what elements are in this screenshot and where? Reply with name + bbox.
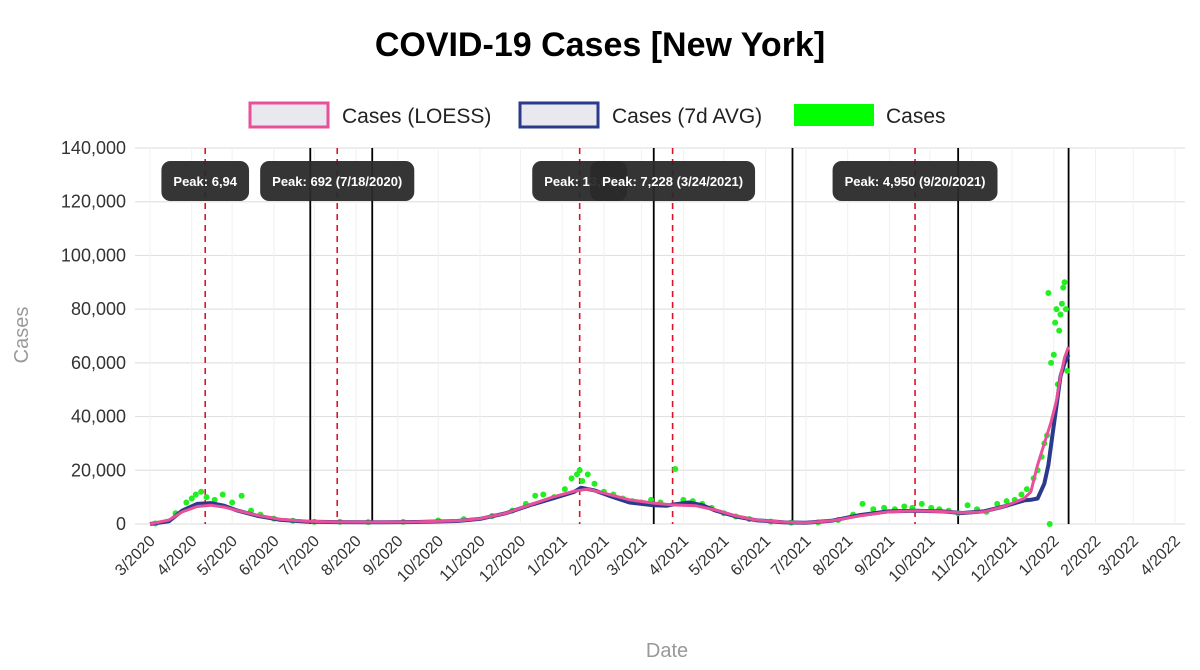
cases-point bbox=[918, 500, 925, 507]
peak-label: Peak: 692 (7/18/2020) bbox=[260, 161, 415, 201]
peak-label-text: Peak: 4,950 (9/20/2021) bbox=[845, 174, 986, 189]
cases-point bbox=[1056, 327, 1063, 334]
x-tick-label: 2/2021 bbox=[566, 533, 613, 580]
x-tick-label: 6/2021 bbox=[728, 533, 775, 580]
cases-point bbox=[198, 488, 205, 495]
legend-swatch-7d-avg bbox=[518, 101, 600, 129]
cases-point bbox=[584, 471, 591, 478]
peak-label: Peak: 6,94 bbox=[161, 161, 250, 201]
cases-point bbox=[1003, 498, 1010, 505]
x-axis-ticks: 3/20204/20205/20206/20207/20208/20209/20… bbox=[112, 533, 1184, 586]
cases-point bbox=[211, 496, 218, 503]
cases-point bbox=[901, 503, 908, 510]
peak-label-box bbox=[590, 161, 756, 201]
cases-point bbox=[591, 480, 598, 487]
x-tick-label: 4/2020 bbox=[154, 533, 201, 580]
series-line-7d-avg bbox=[149, 353, 1071, 526]
peak-label-text: Peak: 692 (7/18/2020) bbox=[272, 174, 402, 189]
cases-point bbox=[1064, 367, 1071, 374]
cases-point bbox=[1018, 491, 1025, 498]
cases-point bbox=[1058, 300, 1065, 307]
cases-point bbox=[964, 502, 971, 509]
peak-labels: Peak: 6,94 Peak: 692 (7/18/2020) Peak: 13,… bbox=[161, 161, 998, 201]
y-tick-label: 60,000 bbox=[71, 353, 126, 373]
legend-swatch-cases bbox=[794, 104, 874, 126]
cases-point bbox=[229, 499, 236, 506]
cases-point bbox=[1052, 319, 1059, 326]
cases-point bbox=[540, 491, 547, 498]
cases-point bbox=[568, 475, 575, 482]
cases-point bbox=[881, 504, 888, 511]
cases-point bbox=[1053, 306, 1060, 313]
x-tick-label: 3/2022 bbox=[1095, 533, 1142, 580]
x-tick-label: 5/2021 bbox=[686, 533, 733, 580]
x-tick-label: 1/2021 bbox=[524, 533, 571, 580]
legend: Cases (LOESS) Cases (7d AVG) Cases bbox=[248, 101, 946, 129]
cases-point bbox=[561, 486, 568, 493]
cases-point bbox=[579, 478, 586, 485]
y-tick-label: 20,000 bbox=[71, 460, 126, 480]
y-axis-ticks: 0 20,000 40,000 60,000 80,000 100,000 120,000 1… bbox=[61, 138, 126, 534]
legend-swatch-loess bbox=[248, 101, 330, 129]
cases-point bbox=[532, 492, 539, 499]
x-tick-label: 1/2022 bbox=[1016, 533, 1063, 580]
y-tick-label: 80,000 bbox=[71, 299, 126, 319]
y-tick-label: 100,000 bbox=[61, 245, 126, 265]
x-tick-label: 7/2020 bbox=[277, 533, 324, 580]
x-tick-label: 3/2020 bbox=[112, 533, 159, 580]
chart-title: COVID-19 Cases [New York] bbox=[375, 26, 825, 64]
peak-label-text: Peak: 6,94 bbox=[173, 174, 237, 189]
y-tick-label: 40,000 bbox=[71, 407, 126, 427]
x-tick-label: 2/2022 bbox=[1058, 533, 1105, 580]
cases-point bbox=[192, 491, 199, 498]
legend-label-cases: Cases bbox=[886, 105, 946, 128]
cases-point bbox=[1062, 306, 1069, 313]
cases-point bbox=[1045, 290, 1052, 297]
y-axis-title: Cases bbox=[11, 307, 33, 364]
x-tick-label: 6/2020 bbox=[236, 533, 283, 580]
series-line-loess bbox=[149, 346, 1071, 526]
cases-point bbox=[1050, 351, 1057, 358]
x-axis-title: Date bbox=[646, 640, 688, 662]
x-tick-label: 8/2020 bbox=[318, 533, 365, 580]
x-tick-label: 4/2021 bbox=[646, 533, 693, 580]
peak-label-box bbox=[260, 161, 415, 201]
x-tick-label: 5/2020 bbox=[194, 533, 241, 580]
cases-point bbox=[576, 467, 583, 474]
peak-label-text: Peak: 7,228 (3/24/2021) bbox=[602, 174, 743, 189]
peak-label: Peak: 4,950 (9/20/2021) bbox=[832, 161, 998, 201]
cases-point bbox=[859, 500, 866, 507]
legend-label-loess: Cases (LOESS) bbox=[342, 105, 491, 128]
cases-scatter bbox=[152, 279, 1071, 527]
cases-point bbox=[994, 500, 1001, 507]
x-tick-label: 4/2022 bbox=[1137, 533, 1184, 580]
cases-point bbox=[1048, 359, 1055, 366]
peak-label-box bbox=[832, 161, 998, 201]
cases-point bbox=[219, 491, 226, 498]
cases-point bbox=[188, 495, 195, 502]
cases-point bbox=[183, 499, 190, 506]
peak-label-box bbox=[161, 161, 250, 201]
legend-label-7d-avg: Cases (7d AVG) bbox=[612, 105, 762, 128]
cases-point bbox=[672, 465, 679, 472]
x-tick-label: 7/2021 bbox=[768, 533, 815, 580]
x-tick-label: 8/2021 bbox=[810, 533, 857, 580]
cases-point bbox=[1023, 486, 1030, 493]
cases-point bbox=[1057, 311, 1064, 318]
grid bbox=[135, 147, 1185, 525]
cases-point bbox=[203, 494, 210, 501]
y-tick-label: 0 bbox=[116, 514, 126, 534]
x-tick-label: 3/2021 bbox=[604, 533, 651, 580]
cases-point bbox=[1060, 284, 1067, 291]
cases-point bbox=[1046, 521, 1053, 527]
y-tick-label: 140,000 bbox=[61, 138, 126, 158]
cases-point bbox=[1061, 279, 1068, 286]
cases-point bbox=[870, 506, 877, 513]
cases-point bbox=[238, 492, 245, 499]
y-tick-label: 120,000 bbox=[61, 192, 126, 212]
vertical-marker-lines bbox=[204, 148, 1070, 524]
peak-label: Peak: 7,228 (3/24/2021) bbox=[590, 161, 756, 201]
